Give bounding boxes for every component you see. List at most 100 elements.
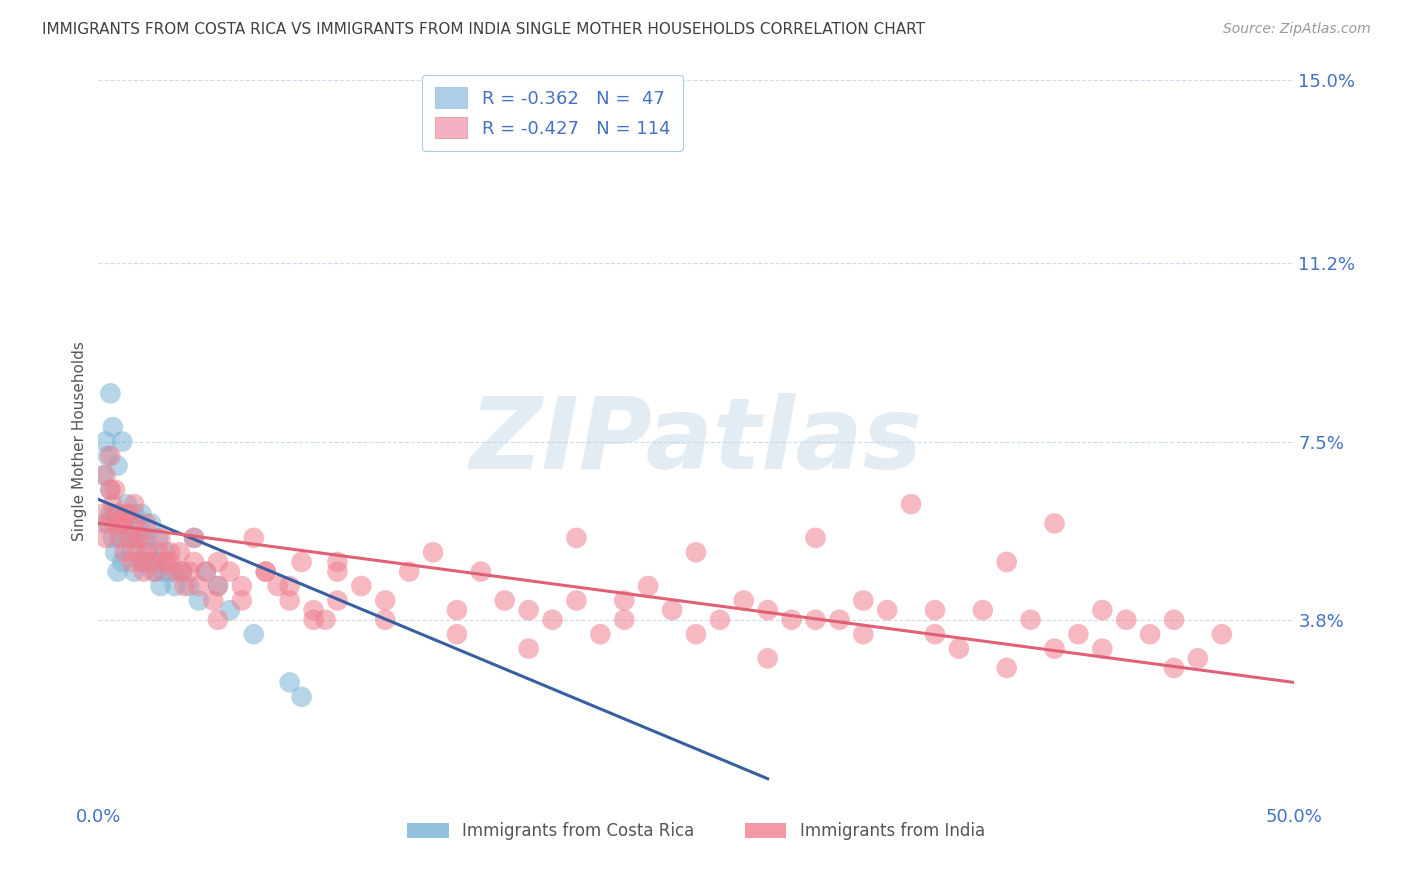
Point — [1163, 613, 1185, 627]
Point — [124, 497, 146, 511]
Point — [900, 497, 922, 511]
Point — [163, 579, 186, 593]
Point — [114, 516, 136, 531]
Point — [589, 627, 612, 641]
Point — [398, 565, 420, 579]
Point — [91, 507, 114, 521]
Point — [565, 531, 588, 545]
Point — [231, 593, 253, 607]
Point — [685, 545, 707, 559]
Point — [243, 627, 266, 641]
Point — [302, 613, 325, 627]
Point — [207, 613, 229, 627]
Point — [995, 661, 1018, 675]
Point — [121, 555, 143, 569]
Point — [374, 593, 396, 607]
Point — [326, 593, 349, 607]
Point — [128, 531, 150, 545]
Point — [131, 531, 153, 545]
Point — [924, 627, 946, 641]
Point — [149, 531, 172, 545]
Point — [159, 565, 181, 579]
Point — [374, 613, 396, 627]
Point — [145, 565, 167, 579]
Point — [108, 531, 131, 545]
Point — [733, 593, 755, 607]
Point — [541, 613, 564, 627]
Point — [517, 603, 540, 617]
Point — [159, 555, 181, 569]
Point — [98, 483, 122, 497]
Point — [125, 545, 148, 559]
Point — [132, 565, 155, 579]
Point — [637, 579, 659, 593]
Point — [422, 545, 444, 559]
Point — [159, 545, 181, 559]
Point — [101, 531, 124, 545]
Point — [207, 579, 229, 593]
Point — [155, 555, 177, 569]
Point — [97, 449, 120, 463]
Point — [138, 545, 160, 559]
Point — [756, 603, 779, 617]
Point — [187, 593, 209, 607]
Point — [1211, 627, 1233, 641]
Point — [132, 555, 155, 569]
Point — [1043, 516, 1066, 531]
Point — [115, 497, 138, 511]
Point — [142, 565, 165, 579]
Point — [148, 531, 170, 545]
Point — [101, 420, 124, 434]
Point — [128, 516, 150, 531]
Point — [111, 555, 134, 569]
Point — [107, 507, 129, 521]
Point — [131, 507, 153, 521]
Point — [179, 579, 201, 593]
Point — [135, 516, 157, 531]
Point — [183, 555, 205, 569]
Point — [494, 593, 516, 607]
Point — [1091, 603, 1114, 617]
Point — [661, 603, 683, 617]
Point — [101, 497, 124, 511]
Point — [187, 579, 209, 593]
Point — [163, 565, 186, 579]
Point — [756, 651, 779, 665]
Point — [124, 565, 146, 579]
Point — [155, 545, 177, 559]
Point — [94, 516, 117, 531]
Point — [709, 613, 731, 627]
Text: IMMIGRANTS FROM COSTA RICA VS IMMIGRANTS FROM INDIA SINGLE MOTHER HOUSEHOLDS COR: IMMIGRANTS FROM COSTA RICA VS IMMIGRANTS… — [42, 22, 925, 37]
Point — [107, 565, 129, 579]
Point — [98, 449, 122, 463]
Point — [613, 613, 636, 627]
Point — [115, 507, 138, 521]
Point — [1115, 613, 1137, 627]
Point — [470, 565, 492, 579]
Point — [685, 627, 707, 641]
Text: Source: ZipAtlas.com: Source: ZipAtlas.com — [1223, 22, 1371, 37]
Point — [91, 468, 114, 483]
Point — [173, 579, 195, 593]
Point — [94, 531, 117, 545]
Point — [278, 675, 301, 690]
Point — [852, 627, 875, 641]
Point — [995, 555, 1018, 569]
Point — [291, 555, 314, 569]
Point — [149, 579, 172, 593]
Point — [302, 603, 325, 617]
Point — [104, 507, 127, 521]
Point — [104, 545, 127, 559]
Point — [108, 531, 131, 545]
Point — [125, 531, 148, 545]
Point — [169, 545, 191, 559]
Point — [172, 565, 194, 579]
Point — [219, 565, 242, 579]
Point — [278, 579, 301, 593]
Point — [111, 516, 134, 531]
Point — [139, 555, 162, 569]
Point — [94, 468, 117, 483]
Point — [111, 434, 134, 449]
Point — [876, 603, 898, 617]
Point — [195, 565, 218, 579]
